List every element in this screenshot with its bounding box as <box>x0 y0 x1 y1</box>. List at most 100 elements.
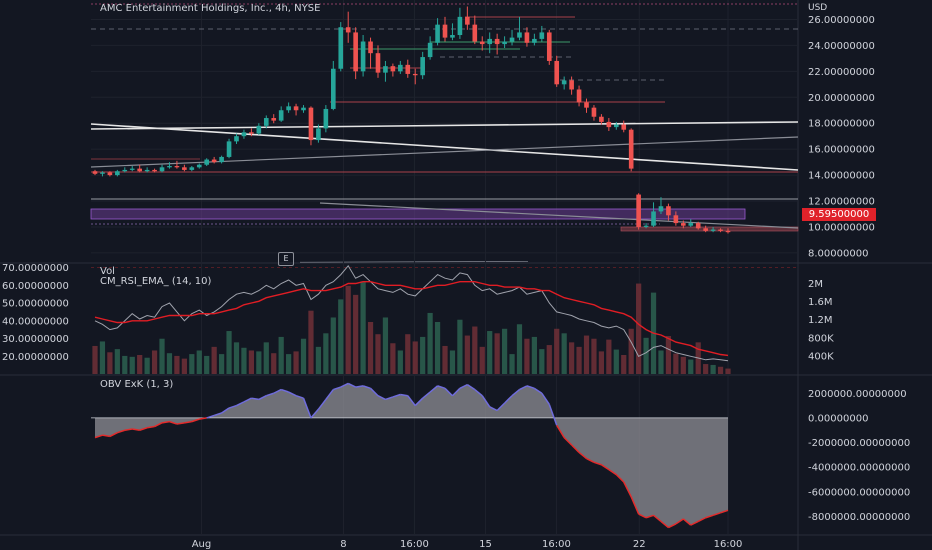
volume-bar <box>591 338 597 374</box>
candle-body <box>666 206 671 216</box>
volume-bar <box>211 346 217 374</box>
volume-bar <box>271 353 277 374</box>
volume-axis-label: 1.2M <box>808 315 833 326</box>
obv-segment <box>675 518 684 525</box>
volume-bar <box>330 317 336 374</box>
obv-segment <box>184 420 192 424</box>
candle-body <box>271 118 277 121</box>
candle-body <box>695 223 701 229</box>
candle-body <box>681 223 686 226</box>
volume-bar <box>129 356 135 374</box>
obv-indicator-label[interactable]: OBV ExK (1, 3) <box>100 379 174 390</box>
obv-segment <box>451 387 461 397</box>
volume-bar <box>554 328 560 374</box>
rsi-line <box>94 264 729 362</box>
obv-segment <box>600 464 610 471</box>
trend-line-lower <box>319 202 799 229</box>
volume-bar <box>226 331 232 374</box>
obv-segment <box>94 434 103 439</box>
trend-line-down <box>90 123 799 171</box>
volume-bar <box>412 341 418 374</box>
volume-bar <box>420 336 426 374</box>
obv-segment <box>697 517 706 523</box>
trend-line-flat <box>90 121 799 130</box>
obv-segment <box>355 385 364 388</box>
volume-bar <box>457 319 463 374</box>
volume-bar <box>204 355 210 374</box>
last-price-tag: 9.59500000 <box>802 208 876 221</box>
currency-label: USD <box>808 3 828 13</box>
obv-segment <box>161 420 170 424</box>
volume-bar <box>658 350 664 374</box>
obv-segment <box>705 514 714 519</box>
candle-body <box>92 171 98 174</box>
rsi-indicator-label[interactable]: CM_RSI_EMA_ (14, 10) <box>100 276 212 287</box>
obv-segment <box>310 408 319 419</box>
candle-body <box>353 32 358 72</box>
volume-bar <box>375 334 381 374</box>
candle-body <box>703 228 708 231</box>
obv-segment <box>206 414 215 419</box>
volume-bar <box>382 317 389 374</box>
volume-axis-label: 800K <box>808 333 834 344</box>
volume-bar <box>628 328 634 374</box>
vol-indicator-label[interactable]: Vol <box>100 266 115 277</box>
volume-bar <box>92 345 98 374</box>
candle-body <box>159 167 165 172</box>
obv-segment <box>333 386 341 391</box>
candle-body <box>368 41 373 54</box>
earnings-event-marker[interactable]: E <box>278 252 294 266</box>
obv-segment <box>429 385 439 393</box>
price-axis-label: 22.00000000 <box>808 67 875 78</box>
volume-bar <box>181 358 187 374</box>
candle-body <box>412 73 418 76</box>
obv-segment <box>370 387 379 397</box>
obv-segment <box>593 461 602 466</box>
volume-bar <box>196 350 202 374</box>
candle-body <box>137 168 142 172</box>
volume-bar <box>122 355 128 374</box>
volume-bar <box>501 328 508 374</box>
obv-segment <box>615 474 625 483</box>
volume-bar <box>99 341 106 374</box>
volume-bar <box>688 359 694 374</box>
candle-body <box>263 118 269 126</box>
obv-segment <box>466 384 476 391</box>
volume-bar <box>189 354 195 374</box>
obv-segment <box>511 388 520 397</box>
rsi-axis-label: 50.00000000 <box>2 299 69 310</box>
candle-body <box>330 68 336 109</box>
volume-bar <box>576 346 582 374</box>
volume-bar <box>397 350 403 374</box>
candle-body <box>710 229 716 231</box>
candle-body <box>196 164 202 168</box>
candle-body <box>100 172 105 174</box>
candle-body <box>301 107 306 111</box>
obv-segment <box>444 387 453 397</box>
trend-lines <box>90 121 799 229</box>
volume-bar <box>367 322 374 374</box>
candle-body <box>211 159 217 163</box>
candle-body <box>144 169 150 172</box>
rsi-lines <box>94 264 729 362</box>
obv-segment <box>243 397 252 403</box>
volume-bar <box>427 312 433 374</box>
candle-body <box>427 42 433 58</box>
obv-segment <box>496 402 506 412</box>
obv-segment <box>340 382 349 388</box>
obv-segment <box>169 420 178 425</box>
candle-body <box>345 27 351 33</box>
price-axis-label: 14.00000000 <box>808 171 875 182</box>
rsi-axis-label: 30.00000000 <box>2 334 69 345</box>
volume-bar <box>241 347 247 374</box>
volume-bar <box>569 342 575 374</box>
candle-body <box>420 57 425 76</box>
obv-segment <box>102 434 111 438</box>
volume-bar <box>166 353 173 374</box>
drawing-zones <box>90 3 799 232</box>
volume-bar <box>107 352 113 374</box>
candle-body <box>487 38 493 45</box>
candle-body <box>636 194 641 227</box>
obv-segment <box>541 392 550 405</box>
